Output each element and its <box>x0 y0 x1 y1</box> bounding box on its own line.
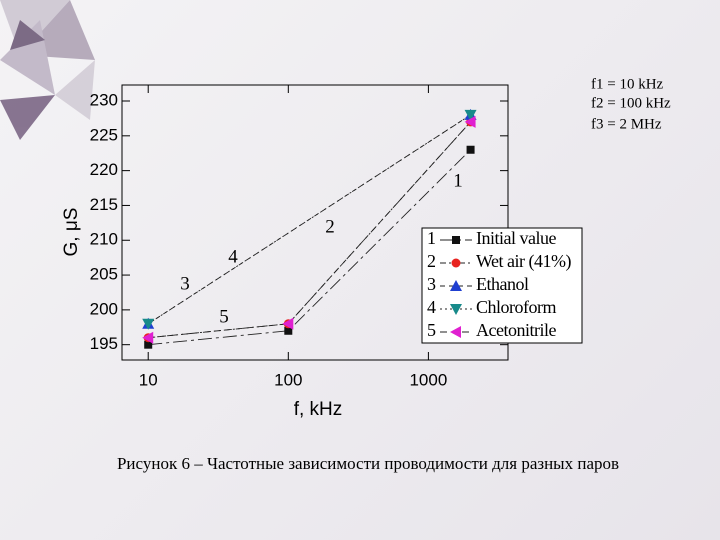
data-point <box>464 115 476 128</box>
y-tick-label: 225 <box>90 125 118 144</box>
legend-number: 1 <box>427 228 436 248</box>
data-point <box>144 340 153 349</box>
legend-label: Acetonitrile <box>476 320 556 340</box>
series-line <box>147 114 471 325</box>
legend-box <box>421 227 583 344</box>
x-tick-label: 100 <box>274 370 302 389</box>
y-tick-label: 195 <box>90 334 118 353</box>
note: f1 = 10 kHz <box>591 76 664 92</box>
caption: Рисунок 6 – Частотные зависимости провод… <box>117 454 619 473</box>
legend-number: 3 <box>427 274 436 294</box>
y-tick-label: 210 <box>90 230 118 249</box>
note: f2 = 100 kHz <box>591 95 671 111</box>
x-tick-label: 10 <box>139 370 158 389</box>
series-line <box>147 114 471 325</box>
legend-marker <box>450 326 461 338</box>
data-point <box>282 317 294 330</box>
y-axis-label: G, μS <box>61 208 82 257</box>
line-label: 2 <box>325 216 335 237</box>
legend-marker <box>451 258 461 268</box>
legend-marker <box>450 304 462 315</box>
legend-number: 4 <box>427 297 436 317</box>
y-tick-label: 200 <box>90 299 118 318</box>
y-tick-label: 215 <box>90 195 118 214</box>
series-line <box>148 149 471 346</box>
data-point <box>466 145 475 154</box>
y-tick-label: 220 <box>90 160 118 179</box>
legend-label: Chloroform <box>476 297 556 317</box>
note: f3 = 2 MHz <box>591 116 662 132</box>
data-point <box>142 318 155 330</box>
data-point <box>284 326 293 335</box>
plot-frame <box>121 84 509 361</box>
legend-label: Initial value <box>476 228 556 248</box>
line-label: 4 <box>228 246 238 267</box>
legend-number: 5 <box>427 320 436 340</box>
legend-label: Wet air (41%) <box>476 251 572 272</box>
decoration <box>0 0 95 140</box>
line-label: 5 <box>219 306 229 327</box>
y-tick-label: 205 <box>90 265 118 284</box>
data-point <box>142 331 154 344</box>
line-label: 1 <box>453 170 463 191</box>
legend-marker <box>452 236 460 244</box>
line-label: 3 <box>180 273 190 294</box>
legend-marker <box>450 280 462 291</box>
legend-label: Ethanol <box>476 274 529 294</box>
y-tick-label: 230 <box>90 90 118 109</box>
legend-number: 2 <box>427 251 436 271</box>
x-axis-label: f, kHz <box>294 399 343 420</box>
x-tick-label: 1000 <box>409 370 447 389</box>
series-line <box>148 121 471 339</box>
data-point <box>464 109 477 121</box>
